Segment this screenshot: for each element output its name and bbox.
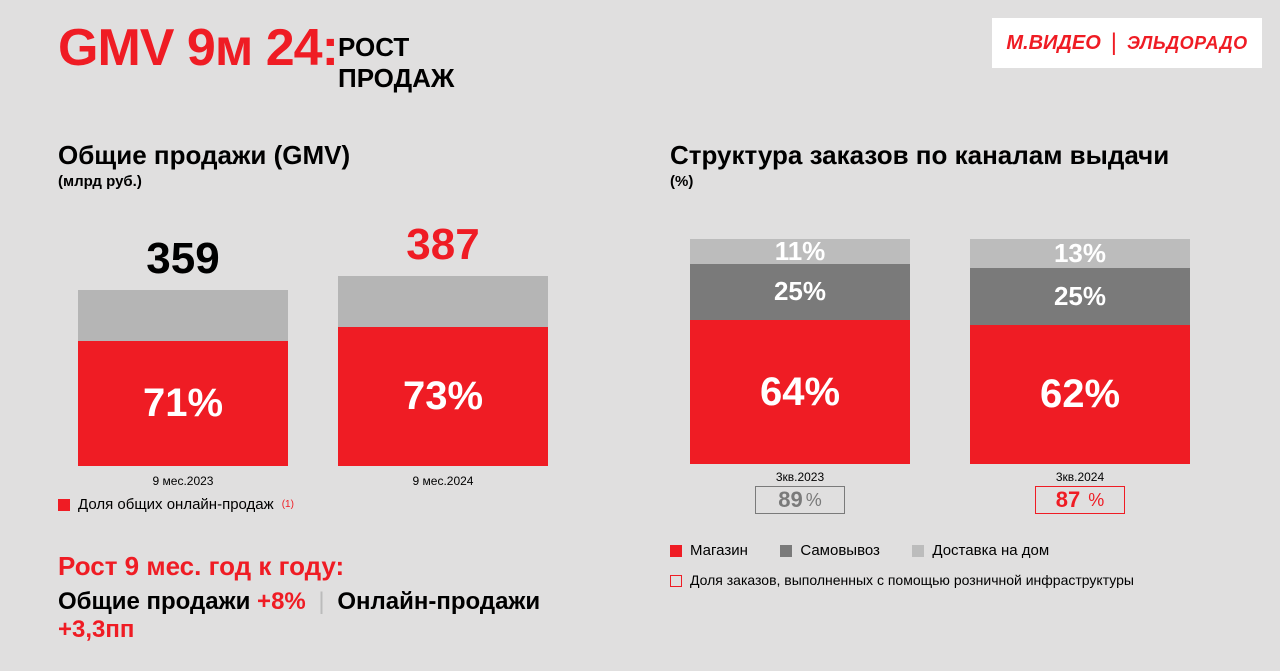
legend-swatch-online [58,499,70,511]
title-main: GMV 9м 24: [58,19,338,77]
legend-swatch-pickup [780,545,792,557]
retail-share-value-1: 87 [1056,487,1080,513]
gmv-legend-superscript: (1) [282,499,294,510]
page-title-block: GMV 9м 24: РОСТ ПРОДАЖ [58,18,338,78]
title-main-text: GMV 9м 24 [58,19,322,77]
growth-separator: | [312,588,330,615]
retail-share-row: 89% 87 % [670,486,1230,520]
legend-swatch-delivery [912,545,924,557]
gmv-online-pct-1: 73% [403,374,483,419]
structure-chart: 3кв.2023 3кв.2024 11%25%64%13%25%62% [670,216,1230,484]
legend-swatch-store [670,545,682,557]
legend-delivery-label: Доставка на дом [932,542,1049,559]
gmv-unit: (млрд руб.) [58,173,618,190]
gmv-bar-0: 71% [78,290,288,466]
gmv-seg-offline-1 [338,276,548,327]
gmv-value-1: 387 [338,220,548,270]
gmv-legend: Доля общих онлайн-продаж (1) [58,496,618,513]
growth-title: Рост 9 мес. год к году: [58,551,618,582]
growth-block: Рост 9 мес. год к году: Общие продажи +8… [58,551,618,644]
legend-swatch-retail [670,575,682,587]
gmv-seg-offline-0 [78,290,288,341]
gmv-online-pct-0: 71% [143,381,223,426]
structure-unit: (%) [670,173,1230,190]
structure-seg-delivery-1: 13% [970,239,1190,268]
structure-seg-delivery-0: 11% [690,239,910,264]
title-subtitle: РОСТ ПРОДАЖ [338,32,454,94]
logo-separator: | [1111,29,1117,57]
gmv-value-0: 359 [78,234,288,284]
legend-store: Магазин [670,542,748,559]
legend-retail-note-text: Доля заказов, выполненных с помощью розн… [690,572,1134,588]
structure-seg-store-0: 64% [690,320,910,464]
gmv-bar-1: 73% [338,276,548,466]
legend-retail-note: Доля заказов, выполненных с помощью розн… [670,572,1230,588]
legend-store-label: Магазин [690,542,748,559]
structure-seg-pickup-0: 25% [690,264,910,320]
growth-online-label: Онлайн-продажи [337,588,540,615]
retail-share-box-0: 89% [755,486,845,514]
logo-mvideo: М.ВИДЕО [1006,32,1100,55]
retail-share-value-0: 89 [778,487,802,513]
growth-values: Общие продажи +8% | Онлайн-продажи +3,3п… [58,588,618,644]
structure-column-1: 13%25%62% [970,239,1190,464]
gmv-chart: 9 мес.2023 9 мес.2024 359 71% 387 73% [58,208,578,488]
structure-legend: Магазин Самовывоз Доставка на дом Доля з… [670,542,1230,588]
structure-title: Структура заказов по каналам выдачи [670,140,1230,171]
growth-online-value: +3,3пп [58,616,134,643]
gmv-title: Общие продажи (GMV) [58,140,618,171]
structure-panel: Структура заказов по каналам выдачи (%) … [670,140,1230,588]
structure-xlabel-0: 3кв.2023 [690,470,910,484]
legend-pickup: Самовывоз [780,542,880,559]
gmv-legend-label: Доля общих онлайн-продаж [78,496,274,513]
gmv-xlabel-0: 9 мес.2023 [78,474,288,488]
retail-share-box-1: 87 % [1035,486,1125,514]
growth-total-value: +8% [257,588,306,615]
structure-column-0: 11%25%64% [690,239,910,464]
logo-eldorado: ЭЛЬДОРАДО [1127,33,1248,54]
brand-logo-box: М.ВИДЕО | ЭЛЬДОРАДО [992,18,1262,68]
gmv-xlabel-1: 9 мес.2024 [338,474,548,488]
gmv-seg-online-1: 73% [338,327,548,466]
gmv-seg-online-0: 71% [78,341,288,466]
structure-seg-pickup-1: 25% [970,268,1190,324]
growth-total-label: Общие продажи [58,588,250,615]
legend-delivery: Доставка на дом [912,542,1049,559]
structure-xlabel-1: 3кв.2024 [970,470,1190,484]
gmv-panel: Общие продажи (GMV) (млрд руб.) 9 мес.20… [58,140,618,644]
legend-pickup-label: Самовывоз [800,542,880,559]
structure-seg-store-1: 62% [970,325,1190,465]
